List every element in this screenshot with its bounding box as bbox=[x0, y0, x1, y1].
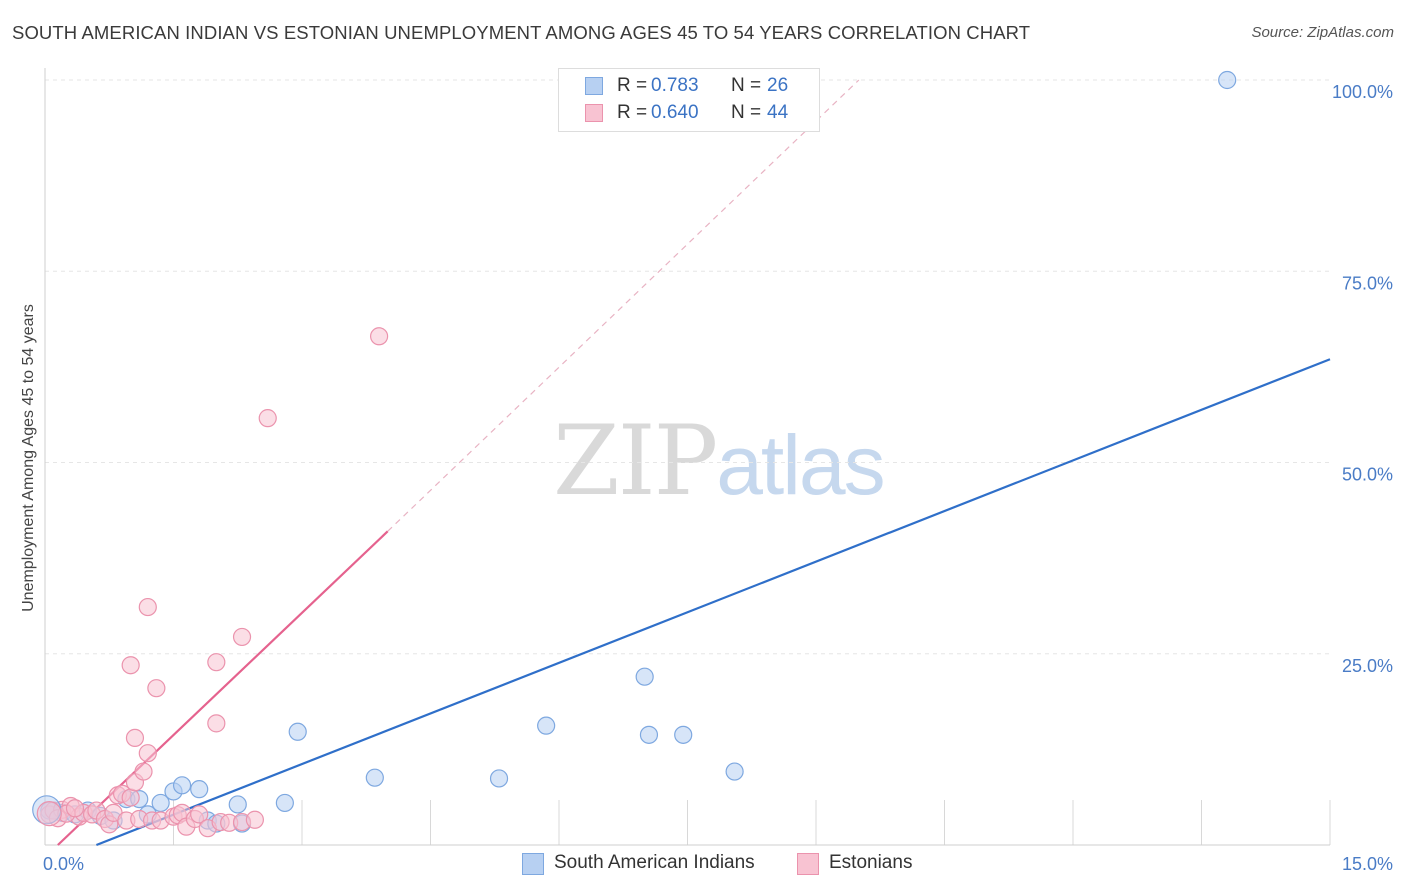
bottom-legend-swatch-blue bbox=[522, 853, 544, 875]
blue-trend-line bbox=[95, 358, 1331, 847]
y-tick-label: 50.0% bbox=[1342, 465, 1393, 485]
pink-point bbox=[258, 409, 277, 428]
blue-point bbox=[489, 769, 509, 788]
blue-point bbox=[725, 762, 744, 781]
correlation-legend: R = 0.783 N = 26 R = 0.640 N = 44 bbox=[558, 68, 820, 132]
legend-n-label: N = bbox=[731, 75, 762, 96]
pink-point bbox=[121, 788, 140, 807]
blue-point bbox=[275, 793, 294, 813]
legend-n-value: 44 bbox=[767, 102, 789, 123]
blue-point bbox=[172, 776, 192, 795]
axes bbox=[44, 68, 1330, 846]
legend-swatch-blue bbox=[585, 77, 603, 95]
watermark-atlas: atlas bbox=[716, 418, 885, 512]
pink-trend-line bbox=[57, 530, 389, 846]
legend-r-value: 0.783 bbox=[651, 75, 699, 96]
pink-trend-extension bbox=[387, 79, 860, 532]
blue-point bbox=[635, 667, 654, 686]
pink-point bbox=[65, 799, 85, 818]
legend-r-label: R = bbox=[617, 102, 648, 123]
watermark: ZIPatlas bbox=[553, 405, 886, 517]
pink-point bbox=[190, 805, 209, 824]
pink-point bbox=[125, 728, 145, 748]
blue-point bbox=[365, 768, 384, 787]
legend-swatch-pink bbox=[585, 104, 603, 122]
legend-r-label: R = bbox=[617, 75, 648, 96]
legend-n-value: 26 bbox=[767, 75, 789, 96]
chart-title: SOUTH AMERICAN INDIAN VS ESTONIAN UNEMPL… bbox=[12, 22, 1031, 43]
pink-point bbox=[245, 810, 264, 829]
y-tick-label: 25.0% bbox=[1342, 656, 1393, 676]
y-tick-label: 100.0% bbox=[1332, 82, 1393, 102]
bottom-legend-swatch-pink bbox=[797, 853, 819, 875]
legend-r-value: 0.640 bbox=[651, 102, 699, 123]
pink-point bbox=[207, 653, 226, 672]
y-tick-label: 75.0% bbox=[1342, 273, 1393, 293]
tick-labels: 100.0% 75.0% 50.0% 25.0% 0.0% 15.0% bbox=[43, 82, 1393, 874]
blue-point bbox=[190, 780, 209, 799]
blue-point bbox=[537, 716, 556, 735]
blue-point bbox=[639, 725, 659, 744]
pink-point bbox=[232, 627, 252, 647]
x-tick-label: 15.0% bbox=[1342, 854, 1393, 874]
pink-point bbox=[207, 714, 226, 733]
blue-point bbox=[228, 795, 247, 814]
legend-n-label: N = bbox=[731, 102, 762, 123]
pink-point bbox=[121, 656, 140, 675]
bottom-legend-label: Estonians bbox=[829, 852, 913, 873]
pink-point bbox=[138, 597, 157, 617]
watermark-zip: ZIP bbox=[553, 405, 718, 517]
pink-point bbox=[36, 801, 62, 827]
x-tick-label: 0.0% bbox=[43, 854, 84, 874]
blue-point bbox=[288, 722, 307, 741]
bottom-legend-label: South American Indians bbox=[554, 852, 755, 873]
pink-point bbox=[134, 762, 153, 781]
y-axis-label: Unemployment Among Ages 45 to 54 years bbox=[20, 303, 37, 612]
data-points bbox=[32, 70, 1237, 838]
blue-point bbox=[674, 725, 693, 744]
source-credit: Source: ZipAtlas.com bbox=[1251, 24, 1394, 41]
blue-point bbox=[1218, 70, 1237, 90]
pink-point bbox=[370, 327, 389, 346]
pink-point bbox=[138, 744, 157, 763]
y-axis-label-wrap: Unemployment Among Ages 45 to 54 years bbox=[18, 265, 40, 650]
pink-point bbox=[147, 679, 166, 698]
